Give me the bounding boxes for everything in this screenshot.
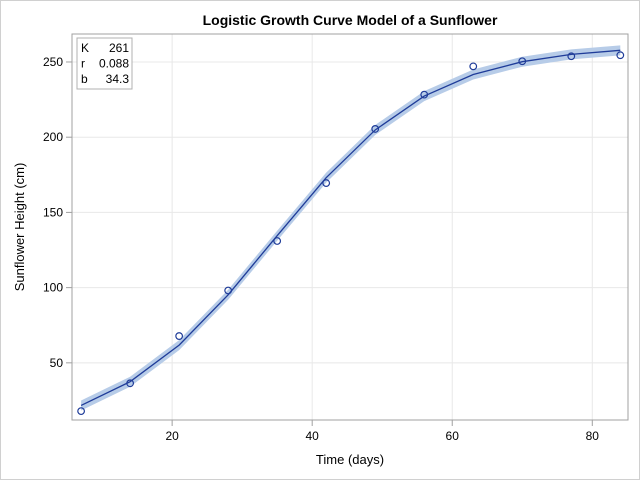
plot-frame	[71, 33, 629, 421]
data-point	[77, 407, 86, 416]
data-point	[469, 62, 478, 71]
y-tick-label: 100	[43, 281, 63, 295]
inset-param-name: r	[81, 57, 85, 71]
confidence-band-area	[81, 45, 621, 411]
data-point	[420, 90, 429, 99]
data-point	[322, 179, 331, 187]
x-axis: 20 40 60 80	[165, 420, 599, 443]
inset-param-name: K	[81, 41, 89, 55]
x-tick-label: 40	[306, 429, 320, 443]
fit-line	[80, 49, 621, 407]
inset-param-value: 0.088	[99, 57, 129, 71]
x-axis-label: Time (days)	[316, 452, 384, 467]
y-tick-label: 150	[43, 205, 63, 219]
fit-line-group	[80, 49, 621, 407]
y-tick-label: 200	[43, 130, 63, 144]
data-point	[224, 286, 233, 295]
parameter-inset: K 261 r 0.088 b 34.3	[76, 37, 133, 90]
data-point	[616, 51, 625, 60]
x-tick-label: 20	[165, 429, 179, 443]
inset-box	[76, 37, 133, 90]
y-axis-label: Sunflower Height (cm)	[12, 163, 27, 292]
data-point	[371, 125, 380, 133]
data-point	[175, 332, 184, 340]
y-tick-label: 250	[43, 55, 63, 69]
data-point	[518, 57, 527, 66]
markers	[77, 51, 625, 416]
inset-param-value: 34.3	[106, 72, 130, 86]
x-tick-label: 80	[586, 429, 600, 443]
data-point	[273, 237, 282, 245]
chart-title: Logistic Growth Curve Model of a Sunflow…	[203, 12, 498, 28]
confidence-band	[81, 45, 621, 411]
data-point	[567, 52, 576, 61]
y-axis: 50 100 150 200 250	[43, 55, 72, 370]
inset-param-name: b	[81, 72, 88, 86]
x-tick-label: 60	[446, 429, 460, 443]
inset-param-value: 261	[109, 41, 129, 55]
y-tick-label: 50	[50, 356, 64, 370]
data-point	[126, 379, 135, 388]
